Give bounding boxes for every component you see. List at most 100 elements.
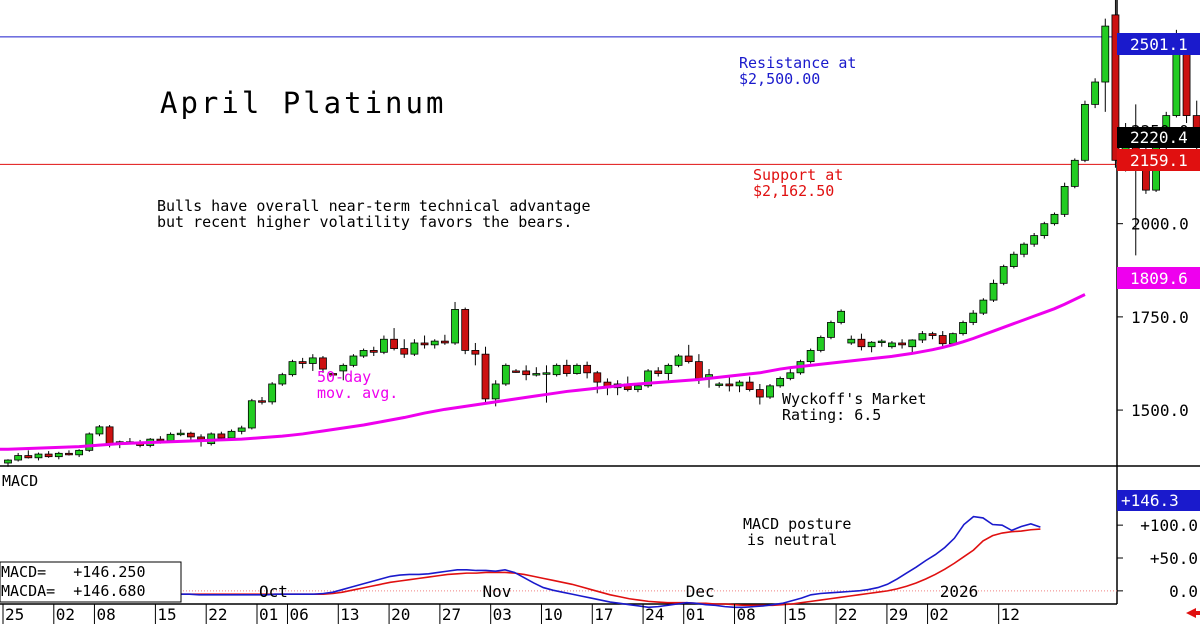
x-tick-label: 08 [737, 605, 756, 624]
candle-body [259, 401, 266, 403]
chart-title: April Platinum [160, 86, 446, 120]
x-month-label: Dec [686, 582, 715, 601]
candle-body [289, 362, 296, 375]
support-badge-label: 2159.1 [1130, 151, 1188, 170]
candle-body [1092, 82, 1099, 104]
x-tick-label: 06 [289, 605, 308, 624]
candle [827, 321, 834, 340]
candle-body [573, 365, 580, 373]
candle-body [817, 337, 824, 350]
resistance-note-2: $2,500.00 [739, 70, 820, 88]
candle-body [533, 374, 540, 376]
candle-body [421, 343, 428, 345]
candle [767, 384, 774, 399]
x-tick-label: 02 [930, 605, 949, 624]
candle [1081, 101, 1088, 163]
candle-body [157, 439, 164, 441]
candle-body [177, 433, 184, 435]
candle-body [777, 378, 784, 385]
macd-tick-label: 0.0 [1169, 582, 1198, 601]
candle-body [462, 309, 469, 350]
x-tick-label: 03 [493, 605, 512, 624]
candle-body [543, 373, 550, 375]
candle-body [482, 354, 489, 399]
candle-body [472, 350, 479, 354]
candle-body [218, 434, 225, 438]
candle-body [746, 382, 753, 389]
x-tick-label: 24 [645, 605, 664, 624]
candle-body [441, 341, 448, 343]
candle-body [238, 428, 245, 431]
candle-body [228, 431, 235, 438]
candle-body [756, 390, 763, 397]
candle [350, 354, 357, 367]
macd-badge-label: +146.3 [1121, 491, 1179, 510]
candle-body [523, 371, 530, 375]
candle-body [96, 427, 103, 434]
rating-line-2: Rating: 6.5 [782, 406, 881, 424]
candle-body [878, 341, 885, 343]
candle-body [299, 362, 306, 364]
candle [1071, 158, 1078, 188]
x-tick-label: 02 [56, 605, 75, 624]
x-tick-label: 10 [543, 605, 562, 624]
candle-body [990, 283, 997, 300]
candle-body [929, 334, 936, 336]
candle-body [685, 356, 692, 362]
candle [573, 363, 580, 374]
x-tick-label: 29 [889, 605, 908, 624]
x-month-label: Nov [483, 582, 512, 601]
last-price-badge-label: 2220.4 [1130, 128, 1188, 147]
candle-body [563, 365, 570, 373]
x-month-label: 2026 [940, 582, 979, 601]
candle-body [1071, 160, 1078, 186]
candle-body [1021, 244, 1028, 254]
candle-body [198, 437, 205, 439]
candle [462, 308, 469, 355]
candle-body [350, 356, 357, 365]
candle-body [411, 343, 418, 354]
candle-body [269, 384, 276, 402]
candle-body [391, 339, 398, 348]
macda-readout: MACDA= +146.680 [1, 582, 146, 600]
candle-body [827, 322, 834, 337]
candle-body [868, 342, 875, 346]
x-tick-label: 20 [391, 605, 410, 624]
candle-body [1173, 48, 1180, 115]
candle-body [970, 313, 977, 322]
candle [553, 363, 560, 376]
x-tick-label: 01 [686, 605, 705, 624]
candle-body [248, 401, 255, 428]
candle-body [1051, 214, 1058, 223]
candle-body [1000, 267, 1007, 284]
candle-body [807, 350, 814, 361]
candle-body [736, 382, 743, 386]
y-tick-label: 2000.0 [1131, 215, 1189, 234]
candle-body [1183, 48, 1190, 115]
candle-body [1041, 224, 1048, 236]
candle-body [86, 434, 93, 450]
candle-body [909, 340, 916, 347]
candle-body [492, 384, 499, 399]
x-tick-label: 13 [340, 605, 359, 624]
candle [1000, 265, 1007, 286]
candle-body [767, 386, 774, 397]
macd-tick-label: +100.0 [1140, 516, 1198, 535]
candle [1092, 78, 1099, 108]
candle-body [370, 350, 377, 352]
candle-body [695, 362, 702, 379]
ma-badge-label: 1809.6 [1130, 269, 1188, 288]
candle [502, 363, 509, 385]
support-note-2: $2,162.50 [753, 182, 834, 200]
x-tick-label: 22 [838, 605, 857, 624]
y-tick-label: 1500.0 [1131, 401, 1189, 420]
ma-note-2: mov. avg. [317, 384, 398, 402]
candle-body [45, 454, 52, 457]
candle-body [655, 371, 662, 374]
candle [1051, 212, 1058, 225]
candle-body [279, 375, 286, 384]
candle [482, 347, 489, 405]
candle [675, 354, 682, 367]
candle [838, 309, 845, 324]
candle-body [1010, 254, 1017, 266]
